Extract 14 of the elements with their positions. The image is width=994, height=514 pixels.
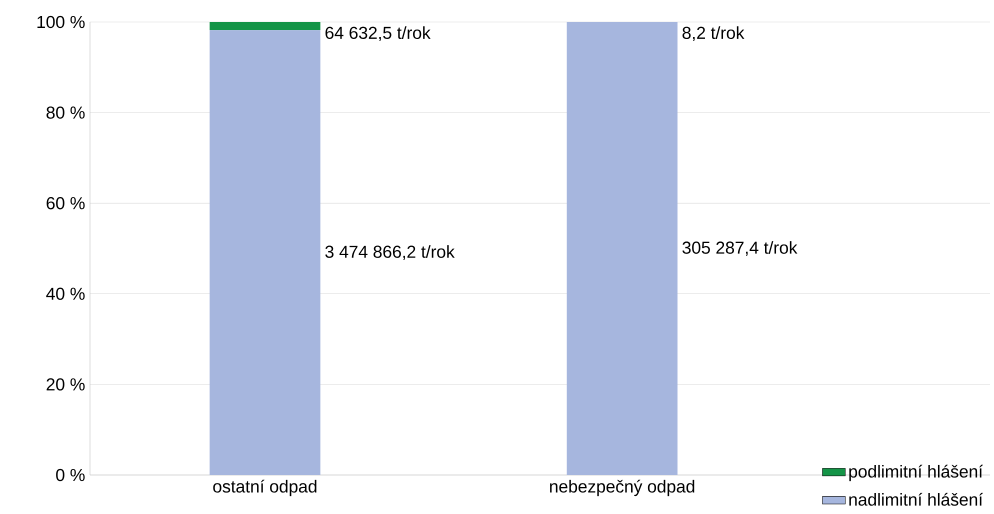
- y-tick-label: 0 %: [56, 468, 85, 482]
- y-tick-label: 60 %: [46, 197, 85, 210]
- y-tick-label: 100 %: [37, 16, 85, 28]
- annotation: 8,2 t/rok: [682, 26, 744, 42]
- y-tick-label: 40 %: [46, 288, 85, 300]
- x-tick-label: ostatní odpad: [213, 480, 316, 496]
- annotation: 3 474 866,2 t/rok: [325, 245, 455, 260]
- annotation: 305 287,4 t/rok: [682, 241, 798, 256]
- legend-label: podlimitní hlášení: [849, 464, 983, 482]
- legend-label: nadlimitní hlášení: [849, 492, 983, 506]
- y-tick-label: 80 %: [46, 106, 85, 119]
- x-tick-label: nebezpečný odpad: [550, 480, 694, 496]
- annotation: 64 632,5 t/rok: [326, 26, 431, 42]
- y-tick-label: 20 %: [46, 378, 85, 391]
